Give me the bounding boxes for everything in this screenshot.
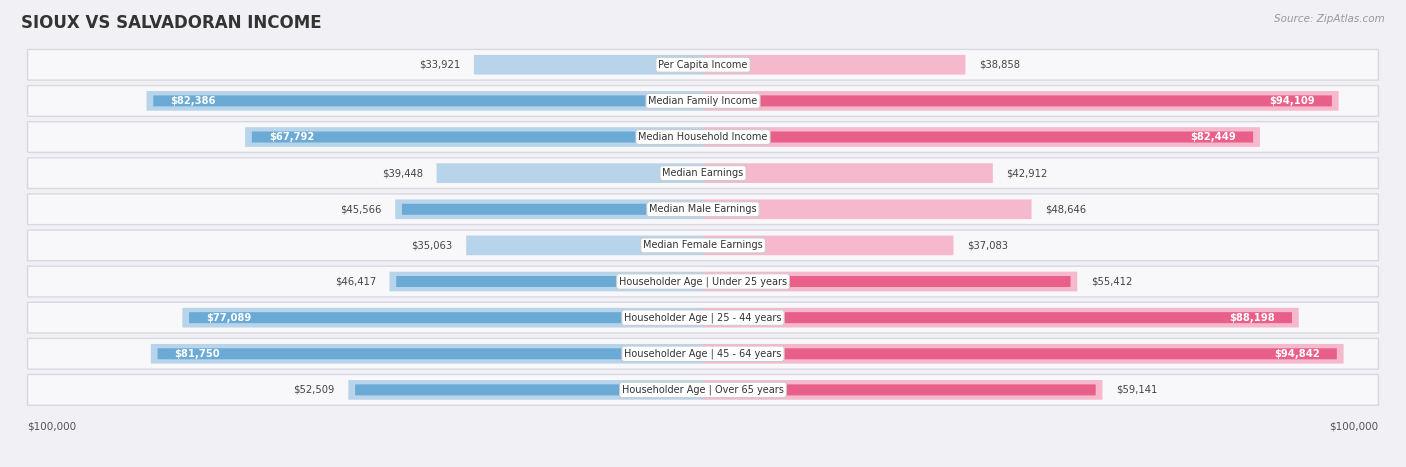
FancyBboxPatch shape <box>28 50 1378 80</box>
Text: Per Capita Income: Per Capita Income <box>658 60 748 70</box>
FancyBboxPatch shape <box>188 312 700 323</box>
FancyBboxPatch shape <box>402 204 700 215</box>
Text: $88,198: $88,198 <box>1229 312 1275 323</box>
FancyBboxPatch shape <box>28 375 1378 405</box>
FancyBboxPatch shape <box>146 91 703 111</box>
FancyBboxPatch shape <box>703 199 1032 219</box>
Text: SIOUX VS SALVADORAN INCOME: SIOUX VS SALVADORAN INCOME <box>21 14 322 32</box>
FancyBboxPatch shape <box>436 163 703 183</box>
Text: $42,912: $42,912 <box>1007 168 1047 178</box>
FancyBboxPatch shape <box>706 384 1095 396</box>
FancyBboxPatch shape <box>28 230 1378 261</box>
FancyBboxPatch shape <box>28 194 1378 225</box>
FancyBboxPatch shape <box>474 55 703 75</box>
FancyBboxPatch shape <box>349 380 703 400</box>
FancyBboxPatch shape <box>706 276 1070 287</box>
FancyBboxPatch shape <box>389 272 703 291</box>
FancyBboxPatch shape <box>706 312 1292 323</box>
Text: $46,417: $46,417 <box>335 276 375 287</box>
FancyBboxPatch shape <box>157 348 700 359</box>
FancyBboxPatch shape <box>28 302 1378 333</box>
FancyBboxPatch shape <box>28 266 1378 297</box>
Text: Median Earnings: Median Earnings <box>662 168 744 178</box>
FancyBboxPatch shape <box>245 127 703 147</box>
Text: $52,509: $52,509 <box>294 385 335 395</box>
Text: $94,842: $94,842 <box>1274 349 1320 359</box>
FancyBboxPatch shape <box>153 95 700 106</box>
Text: $38,858: $38,858 <box>979 60 1019 70</box>
Text: $39,448: $39,448 <box>382 168 423 178</box>
FancyBboxPatch shape <box>706 132 1253 142</box>
FancyBboxPatch shape <box>28 85 1378 116</box>
Text: Median Male Earnings: Median Male Earnings <box>650 204 756 214</box>
Text: $45,566: $45,566 <box>340 204 381 214</box>
Text: $48,646: $48,646 <box>1045 204 1087 214</box>
Text: $35,063: $35,063 <box>412 241 453 250</box>
FancyBboxPatch shape <box>706 95 1331 106</box>
Text: Median Family Income: Median Family Income <box>648 96 758 106</box>
Text: $100,000: $100,000 <box>1329 422 1378 432</box>
FancyBboxPatch shape <box>703 344 1344 364</box>
FancyBboxPatch shape <box>703 55 966 75</box>
FancyBboxPatch shape <box>28 339 1378 369</box>
FancyBboxPatch shape <box>703 235 953 255</box>
Text: $94,109: $94,109 <box>1270 96 1315 106</box>
Text: $81,750: $81,750 <box>174 349 221 359</box>
FancyBboxPatch shape <box>28 122 1378 152</box>
FancyBboxPatch shape <box>252 132 700 142</box>
Text: $82,449: $82,449 <box>1191 132 1236 142</box>
FancyBboxPatch shape <box>703 272 1077 291</box>
FancyBboxPatch shape <box>703 127 1260 147</box>
Text: Householder Age | 45 - 64 years: Householder Age | 45 - 64 years <box>624 348 782 359</box>
FancyBboxPatch shape <box>703 91 1339 111</box>
FancyBboxPatch shape <box>703 308 1299 327</box>
Text: $55,412: $55,412 <box>1091 276 1132 287</box>
FancyBboxPatch shape <box>467 235 703 255</box>
Text: Householder Age | 25 - 44 years: Householder Age | 25 - 44 years <box>624 312 782 323</box>
FancyBboxPatch shape <box>703 163 993 183</box>
Text: $100,000: $100,000 <box>28 422 77 432</box>
Text: Householder Age | Over 65 years: Householder Age | Over 65 years <box>621 385 785 395</box>
Text: $67,792: $67,792 <box>269 132 314 142</box>
Text: Householder Age | Under 25 years: Householder Age | Under 25 years <box>619 276 787 287</box>
FancyBboxPatch shape <box>706 348 1337 359</box>
FancyBboxPatch shape <box>28 158 1378 189</box>
FancyBboxPatch shape <box>356 384 700 396</box>
Text: Median Household Income: Median Household Income <box>638 132 768 142</box>
Text: $59,141: $59,141 <box>1116 385 1157 395</box>
Text: Median Female Earnings: Median Female Earnings <box>643 241 763 250</box>
Text: $82,386: $82,386 <box>170 96 215 106</box>
FancyBboxPatch shape <box>150 344 703 364</box>
Text: $37,083: $37,083 <box>967 241 1008 250</box>
FancyBboxPatch shape <box>396 276 700 287</box>
Text: $33,921: $33,921 <box>419 60 460 70</box>
Text: $77,089: $77,089 <box>205 312 252 323</box>
FancyBboxPatch shape <box>183 308 703 327</box>
FancyBboxPatch shape <box>703 380 1102 400</box>
FancyBboxPatch shape <box>395 199 703 219</box>
Text: Source: ZipAtlas.com: Source: ZipAtlas.com <box>1274 14 1385 24</box>
